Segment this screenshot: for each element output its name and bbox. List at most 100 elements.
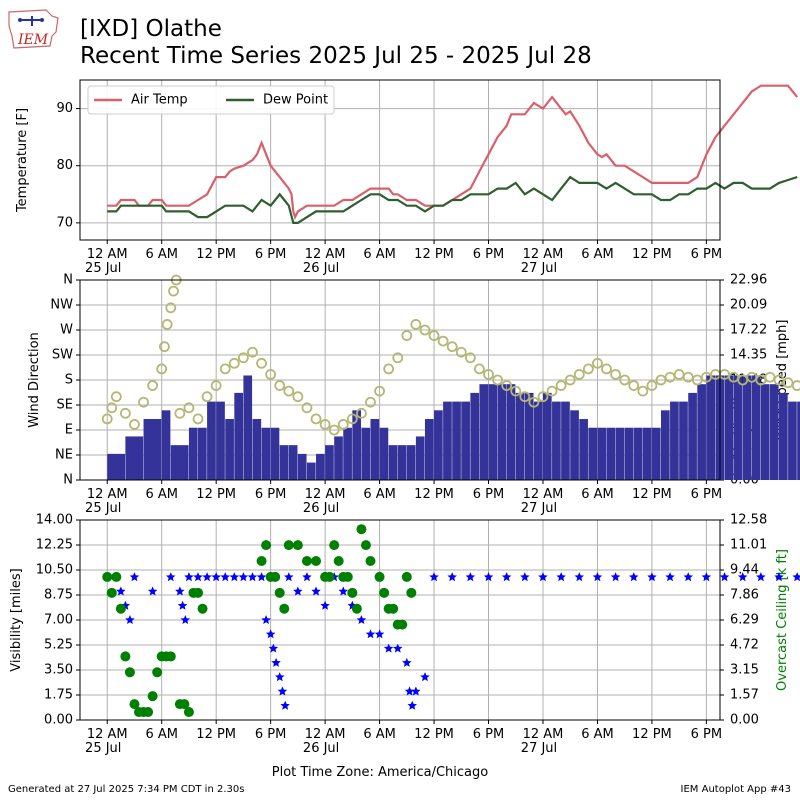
x-tick-label: 6 AM: [581, 247, 614, 262]
wind-speed-bar: [415, 436, 425, 480]
visibility-point: [774, 572, 784, 582]
y2-tick-label: 7.86: [730, 588, 759, 603]
ceiling-axis-label: Overcast Ceiling [k ft]: [775, 549, 790, 691]
wind-direction-point: [174, 407, 186, 419]
x-tick-label: 12 AM: [305, 247, 346, 262]
visibility-point: [383, 643, 394, 653]
wind-speed-bar: [216, 401, 225, 480]
x-tick-label: 12 AM: [523, 487, 564, 502]
wind-direction-point: [365, 396, 376, 408]
ceiling-point: [152, 667, 163, 678]
ceiling-point: [401, 571, 412, 582]
wind-speed-bar: [452, 401, 461, 480]
visibility-point: [116, 586, 126, 596]
wind-speed-bar: [552, 401, 561, 480]
visibility-point: [211, 572, 221, 582]
wind-speed-bar: [170, 445, 189, 480]
visibility-point: [365, 629, 376, 639]
visibility-point: [280, 700, 290, 710]
wind-speed-bar: [497, 384, 507, 480]
y-tick-label: 12.25: [36, 538, 73, 553]
wind-direction-point: [428, 330, 440, 341]
visibility-point: [277, 686, 288, 696]
visibility-point: [175, 586, 185, 596]
wind-direction-point: [546, 385, 558, 397]
wind-direction-point: [337, 419, 349, 430]
wind-speed-bar: [125, 436, 144, 480]
ceiling-point: [111, 571, 122, 582]
wind-direction-point: [383, 363, 395, 375]
x-tick-label: 6 AM: [145, 727, 178, 742]
wind-speed-bar: [724, 375, 734, 480]
y-tick-label: 70: [56, 215, 73, 230]
x-date-label: 25 Jul: [85, 501, 121, 516]
wind-speed-bar: [479, 384, 489, 480]
x-tick-label: 12 PM: [414, 727, 454, 742]
visibility-point: [465, 572, 476, 582]
wind-speed-bar: [406, 445, 416, 480]
ceiling-point: [324, 571, 335, 582]
wind-direction-point: [501, 380, 513, 391]
y-tick-label: NW: [50, 298, 73, 313]
wind-speed-bar: [779, 392, 788, 480]
wind-speed-bar: [352, 410, 362, 480]
visibility-point: [238, 572, 249, 582]
ceiling-point: [351, 603, 362, 614]
wind-speed-bar: [769, 384, 779, 480]
y2-tick-label: 17.22: [730, 323, 767, 338]
visibility-point: [177, 600, 188, 610]
x-tick-label: 6 PM: [473, 727, 504, 742]
x-tick-label: 6 AM: [145, 487, 178, 502]
x-tick-label: 12 AM: [305, 727, 346, 742]
ceiling-point: [342, 571, 353, 582]
x-tick-label: 6 AM: [363, 487, 396, 502]
visibility-point: [701, 572, 712, 582]
visibility-point: [411, 686, 421, 696]
visibility-point: [629, 572, 639, 582]
visibility-point: [256, 572, 267, 582]
wind-direction-point: [110, 391, 122, 403]
x-tick-label: 12 PM: [414, 487, 454, 502]
wind-direction-point: [319, 419, 331, 430]
wind-direction-point: [301, 402, 313, 414]
wind-speed-bar: [443, 401, 452, 480]
wind-direction-point: [555, 380, 567, 391]
wind-direction-point: [455, 346, 467, 358]
wind-speed-bar: [524, 392, 534, 480]
ceiling-point: [193, 587, 204, 598]
x-tick-label: 6 AM: [581, 727, 614, 742]
wind-speed-bar: [660, 410, 670, 480]
wind-speed-bar: [506, 384, 516, 480]
ceiling-point: [374, 571, 385, 582]
y2-tick-label: 1.57: [730, 688, 759, 703]
x-tick-label: 6 PM: [691, 247, 722, 262]
wind-direction-point: [106, 402, 118, 414]
ceiling-point: [106, 587, 117, 598]
wind-speed-bar: [742, 375, 752, 480]
wind-speed-bar: [515, 392, 525, 480]
wind-speed-bar: [651, 427, 661, 480]
wind-direction-point: [161, 319, 173, 330]
wind-direction-point: [392, 352, 404, 364]
wind-speed-bar: [461, 401, 470, 480]
axes-frame: [79, 519, 721, 721]
y-tick-label: NE: [55, 448, 73, 463]
wind-direction-point: [410, 319, 422, 330]
visibility-point: [284, 572, 294, 582]
visibility-point: [556, 572, 566, 582]
x-tick-label: 6 PM: [255, 727, 286, 742]
wind-direction-point: [147, 380, 159, 391]
wind-direction-point: [492, 374, 503, 386]
wind-speed-bar: [751, 375, 761, 480]
visibility-point: [647, 572, 657, 582]
wind-direction-point: [528, 396, 540, 408]
ceiling-point: [360, 540, 371, 551]
wind-direction-point: [437, 335, 449, 347]
ceiling-point: [261, 540, 272, 551]
wind-direction-point: [183, 402, 195, 414]
x-date-label: 27 Jul: [521, 741, 557, 756]
x-date-label: 26 Jul: [303, 261, 339, 276]
wind-direction-point: [573, 369, 585, 380]
